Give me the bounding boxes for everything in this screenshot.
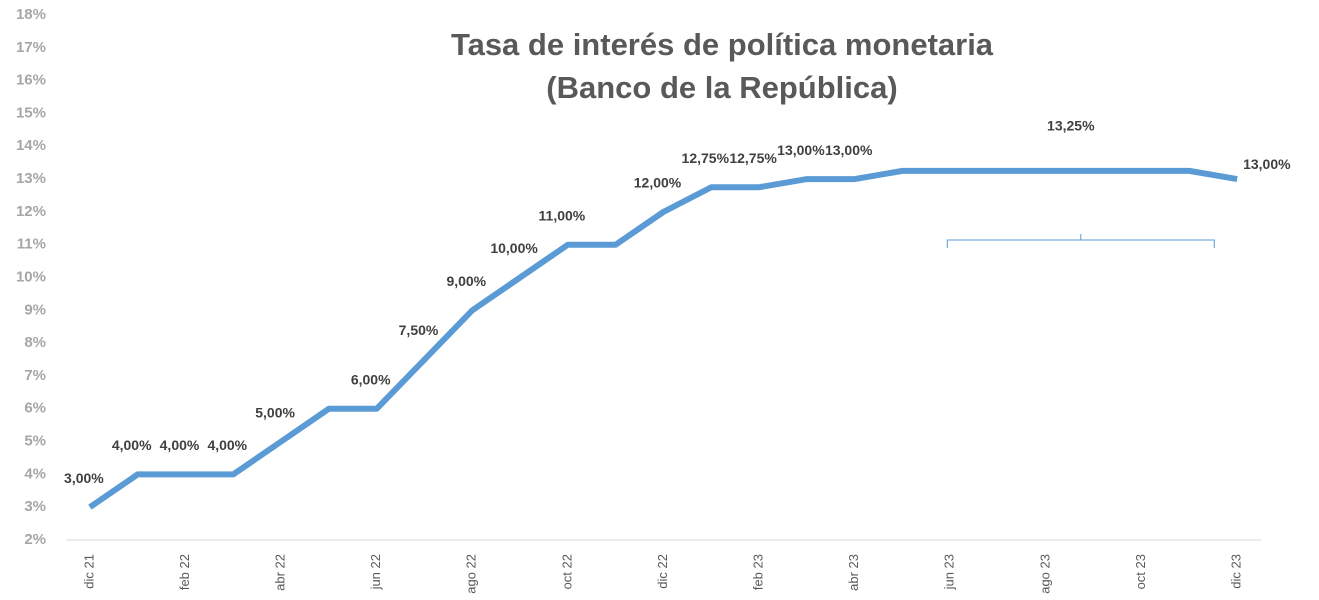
data-label: 12,00% [634,175,682,191]
y-tick-label: 14% [16,137,46,154]
y-tick-label: 6% [24,400,46,417]
annotation-bracket [946,234,1215,248]
y-tick-label: 8% [24,334,46,351]
x-tick-label: oct 23 [1133,554,1148,589]
line [88,167,1238,510]
y-tick-label: 12% [16,203,46,220]
y-tick-label: 16% [16,72,46,89]
y-tick-label: 15% [16,104,46,121]
x-tick-label: oct 22 [559,554,574,589]
data-label: 13,00% [777,142,825,158]
y-tick-label: 9% [24,301,46,318]
chart-subtitle: (Banco de la República) [546,70,897,105]
y-tick-label: 13% [16,170,46,187]
y-tick-label: 18% [16,6,46,23]
x-tick-label: dic 23 [1229,554,1244,589]
annotation: 13,25% [1047,118,1095,134]
x-tick-label: feb 22 [177,554,192,590]
y-tick-label: 10% [16,268,46,285]
data-label: 10,00% [490,240,538,256]
y-tick-label: 5% [24,433,46,450]
data-label: 4,00% [160,437,200,453]
x-tick-label: feb 23 [751,554,766,590]
x-tick-label: abr 22 [273,554,288,591]
x-tick-label: abr 23 [846,554,861,591]
data-label: 6,00% [351,371,391,387]
y-tick-label: 17% [16,39,46,56]
y-tick-label: 2% [24,531,46,548]
y-tick-label: 3% [24,498,46,515]
data-label: 4,00% [207,437,247,453]
data-label: 12,75% [682,150,730,166]
data-label: 4,00% [112,437,152,453]
x-tick-label: dic 21 [81,554,96,589]
x-tick-label: ago 23 [1037,554,1052,594]
chart-title: Tasa de interés de política monetaria [451,27,994,62]
data-label: 13,00% [825,142,873,158]
y-tick-label: 4% [24,465,46,482]
data-label: 3,00% [64,470,104,486]
x-tick-label: dic 22 [655,554,670,589]
y-tick-label: 7% [24,367,46,384]
y-tick-label: 11% [17,236,46,253]
x-tick-label: jun 22 [368,554,383,590]
data-label: 11,00% [539,207,586,223]
data-label: 13,00% [1243,156,1291,172]
x-tick-label: ago 22 [464,554,479,594]
data-label: 7,50% [399,322,439,338]
data-label: 5,00% [255,404,295,420]
x-tick-label: jun 23 [942,554,957,590]
data-label: 12,75% [729,150,777,166]
data-label: 9,00% [446,273,486,289]
